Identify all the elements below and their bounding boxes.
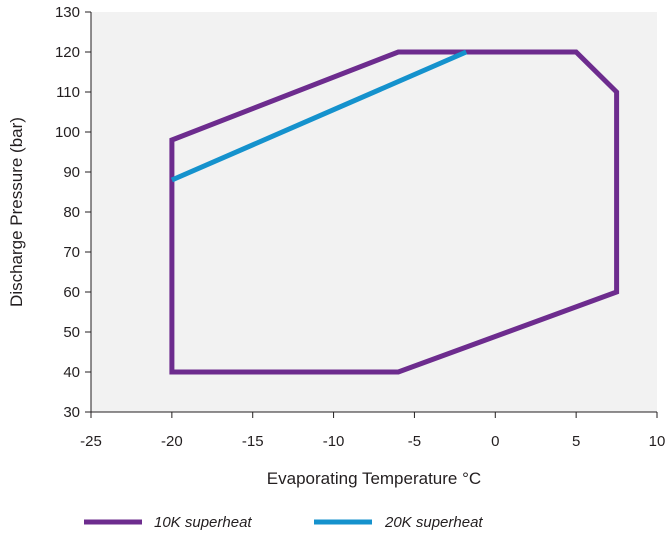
y-tick-label: 110 [56, 84, 80, 101]
y-tick-label: 100 [55, 124, 80, 141]
tick-layer: -25 -20 -15 -10 -5 0 5 10 30 40 50 60 70 80 90 100 110 12… [55, 4, 665, 450]
x-tick-label: 10 [649, 433, 666, 450]
legend-label-1: 10K superheat [154, 514, 252, 531]
x-tick-label: -10 [323, 433, 345, 450]
x-tick-label: -20 [161, 433, 183, 450]
x-tick-label: -15 [242, 433, 264, 450]
legend: 10K superheat 20K superheat [84, 514, 483, 531]
y-tick-label: 130 [55, 4, 80, 21]
y-tick-label: 90 [63, 164, 80, 181]
x-tick-label: 5 [572, 433, 580, 450]
x-axis-title: Evaporating Temperature °C [267, 469, 481, 488]
y-tick-label: 70 [63, 244, 80, 261]
y-tick-label: 80 [63, 204, 80, 221]
x-tick-label: -25 [80, 433, 102, 450]
series-line-2 [170, 49, 468, 183]
legend-label-2: 20K superheat [384, 514, 483, 531]
series-line-1 [169, 49, 620, 375]
y-tick-label: 60 [63, 284, 80, 301]
y-tick-label: 50 [63, 324, 80, 341]
y-tick-label: 120 [55, 44, 80, 61]
x-tick-label: 0 [491, 433, 499, 450]
series-layer [169, 49, 620, 375]
y-axis-title: Discharge Pressure (bar) [7, 117, 26, 307]
plot-area [91, 12, 657, 412]
y-tick-label: 40 [63, 364, 80, 381]
x-tick-label: -5 [408, 433, 421, 450]
y-tick-label: 30 [63, 404, 80, 421]
